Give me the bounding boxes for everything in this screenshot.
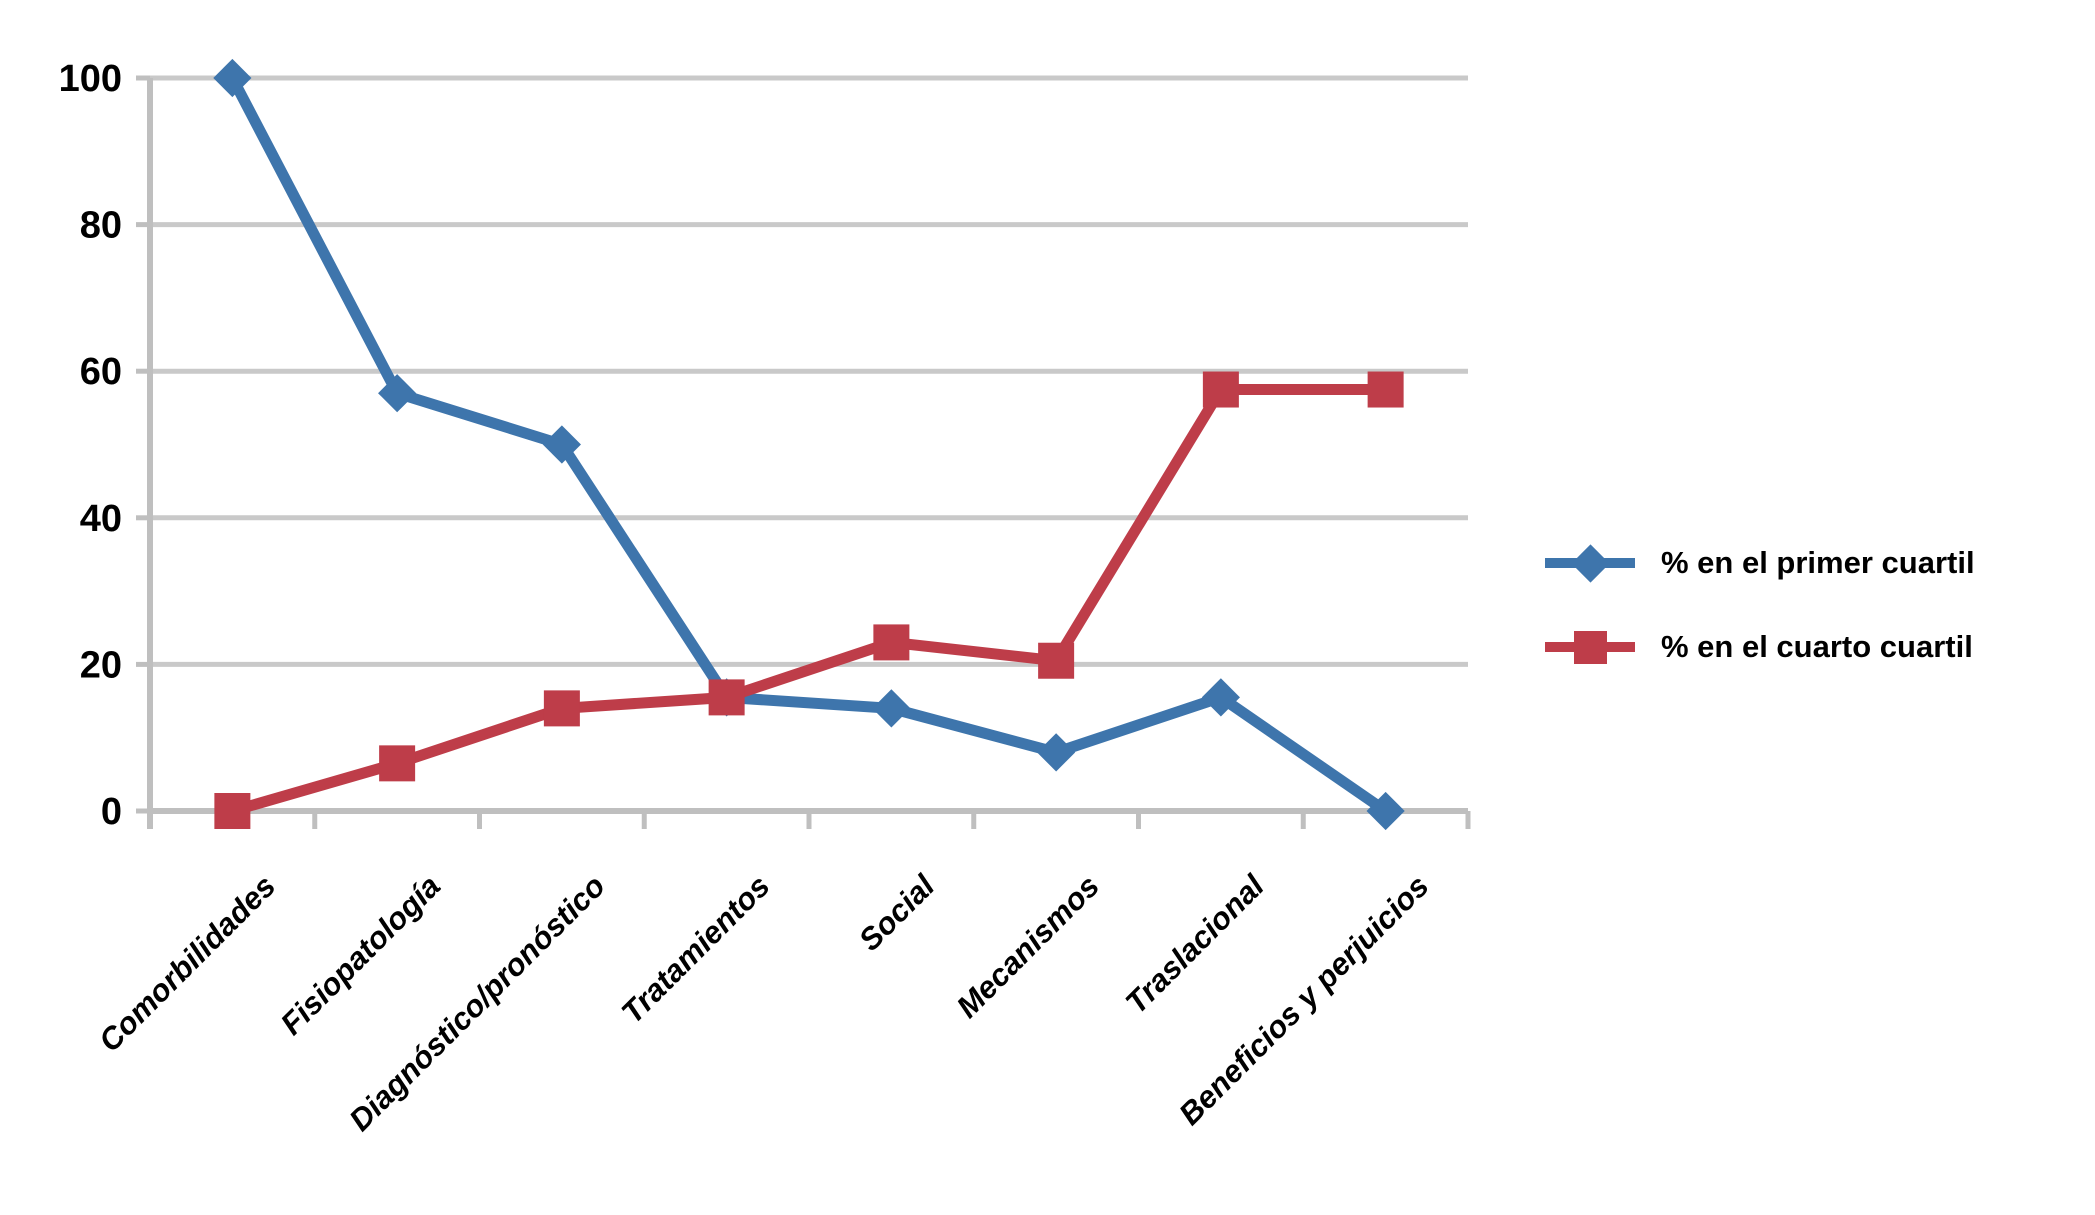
square-marker-icon: [1367, 371, 1404, 408]
y-tick-label: 0: [101, 791, 122, 833]
diamond-marker-icon: [1366, 791, 1405, 831]
legend-item-cuarto-cuartil: % en el cuarto cuartil: [1545, 605, 1975, 689]
diamond-marker-icon: [1201, 678, 1240, 717]
series-line: [227, 75, 1389, 816]
square-marker-icon: [379, 745, 416, 782]
y-tick-label: 60: [80, 351, 122, 393]
square-marker-icon: [1202, 371, 1239, 408]
y-axis-labels: 0 20 40 60 80 100: [59, 58, 122, 833]
square-marker-icon: [708, 679, 745, 716]
x-category-label: Traslacional: [1119, 867, 1272, 1020]
diamond-marker-icon: [378, 374, 417, 413]
legend-label-primer-cuartil: % en el primer cuartil: [1661, 545, 1975, 580]
series-line: [230, 384, 1386, 817]
square-marker-icon: [1573, 630, 1607, 664]
x-axis-labels: ComorbilidadesFisiopatologíaDiagnóstico/…: [92, 867, 1436, 1138]
diamond-marker-icon: [213, 58, 252, 98]
primer-cuartil-line-swatch: [1545, 539, 1635, 587]
x-category-label: Fisiopatología: [274, 868, 447, 1041]
x-category-label: Mecanismos: [950, 868, 1106, 1024]
diamond-marker-icon: [542, 425, 581, 464]
y-tick-label: 20: [80, 644, 122, 686]
y-tick-label: 100: [59, 58, 122, 100]
square-marker-icon: [1038, 642, 1075, 679]
x-category-label: Social: [852, 867, 942, 957]
cuarto-cuartil-line-swatch: [1545, 623, 1635, 671]
series-cuarto-cuartil: [214, 371, 1404, 829]
y-tick-label: 80: [80, 205, 122, 247]
square-marker-icon: [214, 793, 251, 829]
legend-item-primer-cuartil: % en el primer cuartil: [1545, 521, 1975, 605]
series-primer-cuartil: [213, 58, 1405, 831]
diamond-marker-icon: [1037, 733, 1076, 772]
diamond-marker-icon: [1570, 543, 1610, 583]
square-marker-icon: [543, 690, 580, 727]
y-tick-label: 40: [80, 498, 122, 540]
x-category-label: Comorbilidades: [92, 868, 282, 1058]
legend-label-cuarto-cuartil: % en el cuarto cuartil: [1661, 629, 1973, 664]
chart-legend: % en el primer cuartil % en el cuarto cu…: [1545, 521, 1975, 689]
square-marker-icon: [873, 624, 910, 661]
x-category-label: Tratamientos: [615, 868, 777, 1030]
diamond-marker-icon: [872, 689, 911, 728]
